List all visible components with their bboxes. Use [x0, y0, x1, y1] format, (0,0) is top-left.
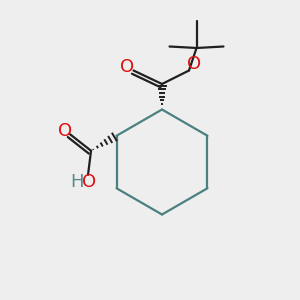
Text: H: H — [70, 173, 83, 191]
Text: O: O — [187, 55, 202, 73]
Text: O: O — [120, 58, 134, 76]
Text: O: O — [58, 122, 72, 140]
Text: O: O — [82, 173, 97, 191]
